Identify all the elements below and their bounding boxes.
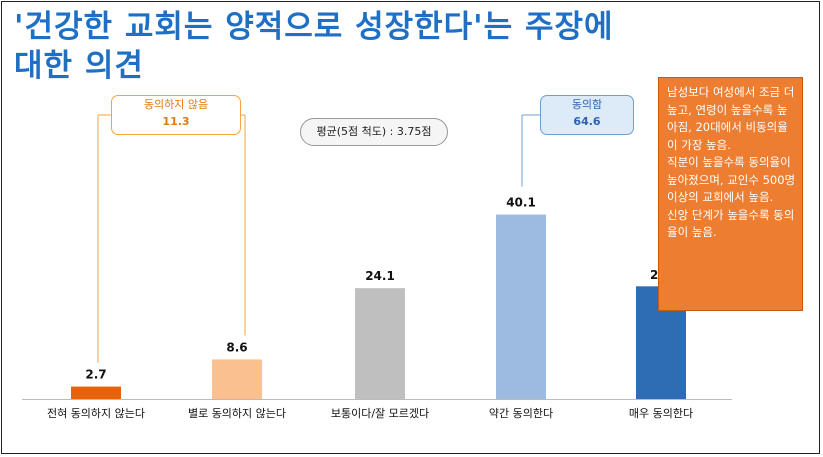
note-box: 남성보다 여성에서 조금 더 높고, 연령이 높을수록 높아짐, 20대에서 비… [658,77,803,311]
category-label: 별로 동의하지 않는다 [188,406,286,420]
note-paragraph: 남성보다 여성에서 조금 더 높고, 연령이 높을수록 높아짐, 20대에서 비… [667,85,795,152]
category-label: 약간 동의한다 [489,406,553,420]
category-label: 전혀 동의하지 않는다 [47,406,145,420]
note-paragraph: 신앙 단계가 높을수록 동의율이 높음. [667,207,795,240]
agree-callout-value: 64.6 [573,115,601,128]
bar-value-label: 2.7 [85,368,106,382]
bar-3 [355,288,405,399]
bar-value-label: 40.1 [506,196,536,210]
average-score-badge: 평균(5점 척도) : 3.75점 [300,118,448,146]
slide-title: '건강한 교회는 양적으로 성장한다'는 주장에 대한 의견 [14,9,614,84]
bar-4 [496,214,546,399]
agree-callout: 동의함 64.6 [540,95,634,135]
agree-callout-label: 동의함 [571,98,603,111]
bar-2 [212,359,262,399]
disagree-callout-value: 11.3 [162,115,190,128]
bar-1 [71,386,121,399]
disagree-callout: 동의하지 않음 11.3 [111,95,241,135]
category-label: 보통이다/잘 모르겠다 [331,407,429,420]
disagree-callout-label: 동의하지 않음 [143,98,209,111]
bar-value-label: 24.1 [365,269,395,283]
note-paragraph: 직분이 높을수록 동의율이 높아졌으며, 교인수 500명 이상의 교회에서 높… [667,155,796,204]
bar-value-label-partial: 24.5 [650,268,658,282]
category-label: 매우 동의한다 [629,407,693,420]
bar-value-label: 8.6 [226,340,247,354]
